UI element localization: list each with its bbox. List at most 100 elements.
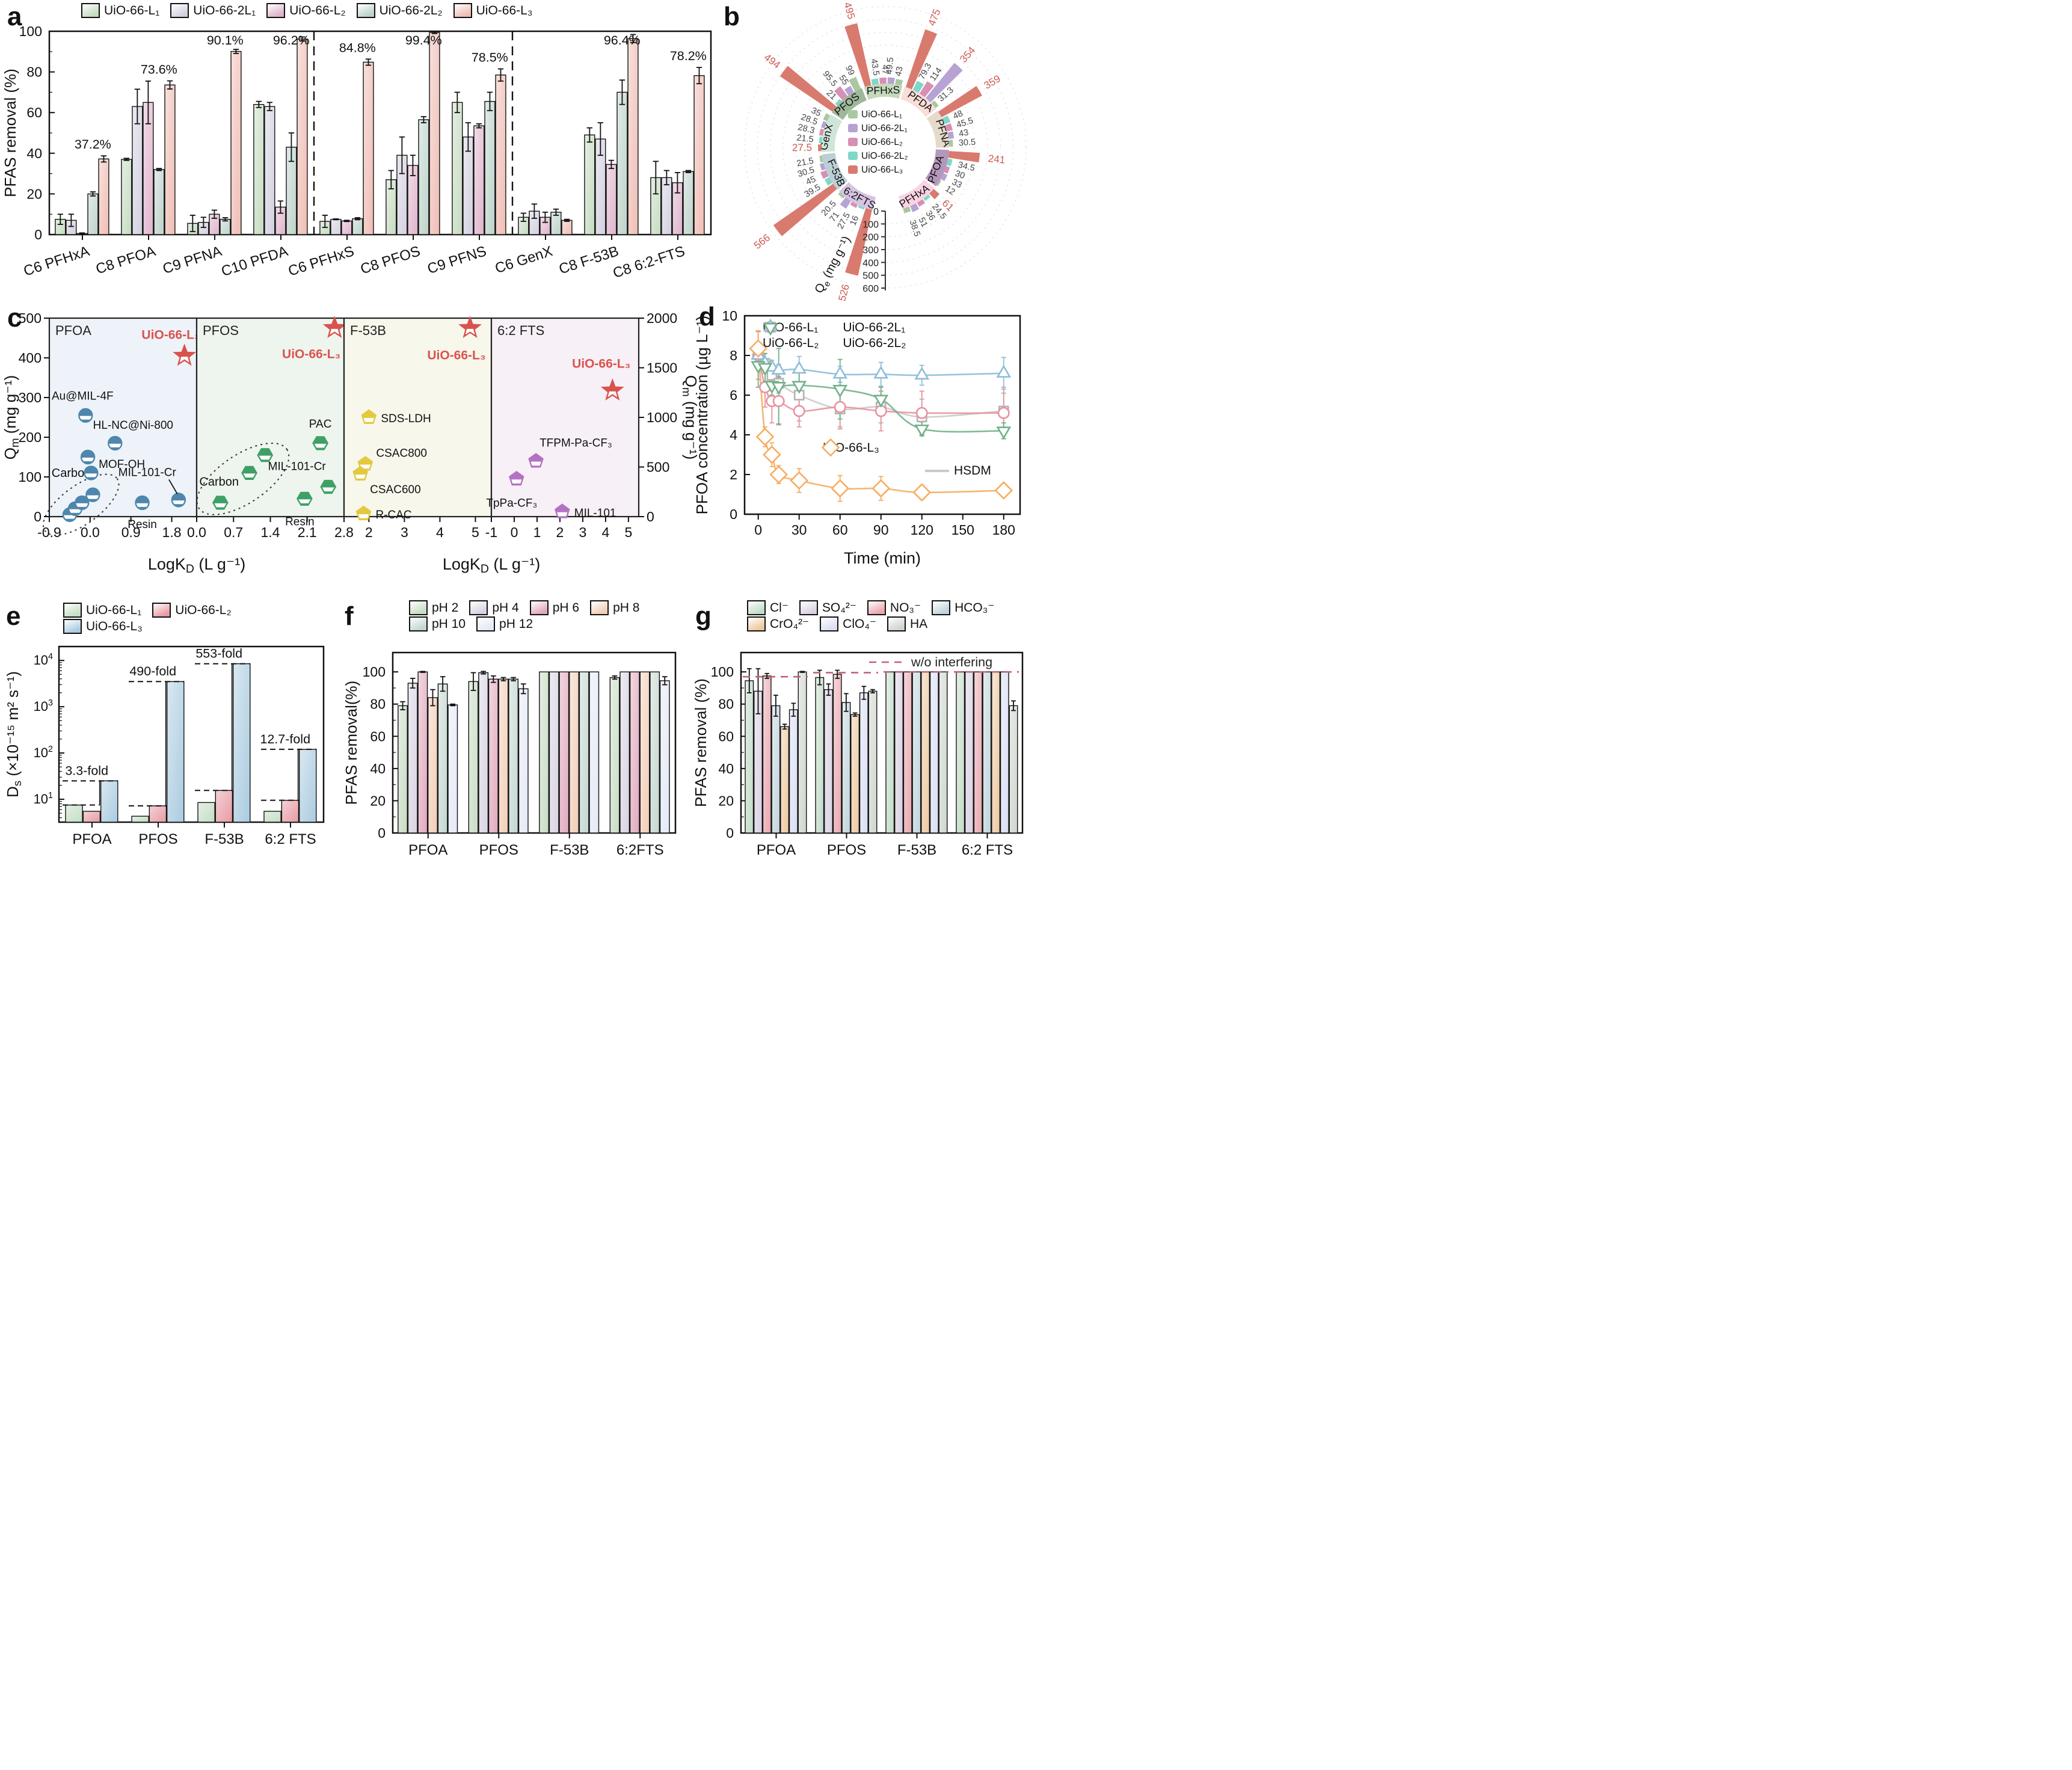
svg-text:500: 500 bbox=[862, 271, 879, 281]
svg-text:100: 100 bbox=[862, 220, 879, 230]
svg-text:0.0: 0.0 bbox=[187, 524, 206, 540]
legend-panel-a: UiO-66-L₁ UiO-66-2L₁ UiO-66-L₂ UiO-66-2L₂ Ui… bbox=[81, 2, 713, 19]
svg-text:494: 494 bbox=[762, 52, 782, 71]
svg-text:475: 475 bbox=[926, 7, 943, 27]
pfoa-kinetics-chart: 0 2 4 6 8 10 0 30 60 90 120 150 180 PFOA concentratio… bbox=[693, 308, 1021, 567]
panel-letter-c: c bbox=[7, 303, 22, 333]
svg-text:F-53B: F-53B bbox=[550, 842, 589, 858]
svg-text:1500: 1500 bbox=[647, 360, 677, 376]
svg-text:495: 495 bbox=[841, 1, 857, 20]
legend-item-ion: CrO₄²⁻ bbox=[747, 616, 809, 631]
svg-text:4: 4 bbox=[730, 427, 737, 443]
legend-item-ph: pH 8 bbox=[590, 600, 639, 615]
svg-text:SDS-LDH: SDS-LDH bbox=[381, 413, 431, 425]
svg-text:80: 80 bbox=[718, 696, 734, 712]
svg-text:UiO-66-L₁: UiO-66-L₁ bbox=[861, 109, 902, 120]
svg-text:1.8: 1.8 bbox=[162, 524, 182, 540]
svg-text:354: 354 bbox=[958, 45, 977, 65]
svg-text:4: 4 bbox=[436, 524, 444, 540]
svg-text:241: 241 bbox=[988, 153, 1006, 166]
svg-text:1.4: 1.4 bbox=[261, 524, 280, 540]
svg-text:0: 0 bbox=[730, 506, 737, 522]
svg-text:30.5: 30.5 bbox=[959, 138, 976, 149]
svg-text:0: 0 bbox=[726, 825, 734, 841]
svg-text:60: 60 bbox=[370, 728, 386, 744]
svg-text:MIL-101-Cr: MIL-101-Cr bbox=[118, 466, 177, 479]
svg-text:Carbon: Carbon bbox=[52, 467, 91, 480]
svg-text:359: 359 bbox=[982, 73, 1003, 91]
svg-text:30: 30 bbox=[954, 169, 967, 182]
svg-text:40: 40 bbox=[370, 761, 386, 776]
svg-text:120: 120 bbox=[911, 522, 933, 538]
svg-text:2.8: 2.8 bbox=[334, 524, 354, 540]
svg-text:-0.9: -0.9 bbox=[37, 524, 61, 540]
svg-text:PFOA: PFOA bbox=[408, 842, 447, 858]
svg-text:2: 2 bbox=[365, 524, 373, 540]
svg-text:0: 0 bbox=[647, 509, 654, 524]
svg-text:490-fold: 490-fold bbox=[129, 664, 176, 678]
svg-text:Qm​ (mg g⁻¹): Qm​ (mg g⁻¹) bbox=[1, 375, 21, 460]
svg-text:0: 0 bbox=[873, 207, 879, 217]
svg-text:F-53B: F-53B bbox=[350, 323, 386, 338]
svg-text:0: 0 bbox=[34, 509, 42, 524]
legend-item-material-swatch bbox=[63, 603, 82, 618]
legend-item-ion: HCO₃⁻ bbox=[932, 600, 994, 615]
svg-text:43.5: 43.5 bbox=[868, 58, 881, 76]
legend-panel-e: UiO-66-L₁ UiO-66-L₂ UiO-66-L₃ bbox=[63, 602, 322, 635]
svg-text:51: 51 bbox=[917, 216, 929, 229]
svg-text:3.3-fold: 3.3-fold bbox=[65, 763, 108, 778]
svg-text:C8 PFOS: C8 PFOS bbox=[358, 243, 422, 277]
legend-item-material: UiO-66-2L₁ bbox=[170, 3, 256, 18]
svg-text:MIL-101-Cr: MIL-101-Cr bbox=[268, 461, 327, 473]
svg-text:84.8%: 84.8% bbox=[339, 40, 376, 55]
legend-item-ion-swatch bbox=[747, 616, 766, 631]
panel-letter-f: f bbox=[345, 601, 354, 631]
svg-text:w/o interfering: w/o interfering bbox=[911, 655, 992, 669]
panel-a-pfas-removal: a UiO-66-L₁ UiO-66-2L₁ UiO-66-L₂ UiO-66-2L₂… bbox=[0, 0, 719, 304]
svg-text:45: 45 bbox=[805, 174, 817, 187]
ion-removal-bar-chart: 0 20 40 60 80 100 PFOA PFOS F-53B 6:2 FTS w/o inte… bbox=[692, 651, 1024, 858]
legend-item-material: UiO-66-L₂ bbox=[763, 318, 819, 351]
legend-item-ion-swatch bbox=[867, 600, 886, 615]
legend-item-ph-swatch bbox=[469, 600, 488, 615]
legend-item-material: UiO-66-L₃ bbox=[453, 3, 532, 18]
svg-text:43: 43 bbox=[894, 66, 905, 77]
svg-text:C10 PFDA: C10 PFDA bbox=[220, 243, 290, 280]
legend-item-material: UiO-66-L₂ bbox=[266, 3, 346, 18]
svg-text:73.6%: 73.6% bbox=[141, 62, 177, 76]
svg-text:28.3: 28.3 bbox=[797, 123, 816, 136]
legend-item-material: UiO-66-L₁ bbox=[63, 603, 141, 618]
svg-text:40: 40 bbox=[718, 761, 734, 776]
legend-item-ion: SO₄²⁻ bbox=[799, 600, 856, 615]
legend-item-ph: pH 6 bbox=[529, 600, 579, 615]
svg-text:0: 0 bbox=[378, 825, 386, 841]
legend-panel-f: pH 2 pH 4 pH 6 pH 8 pH 10 pH 12 bbox=[409, 600, 680, 632]
panel-letter-b: b bbox=[724, 2, 740, 31]
svg-text:180: 180 bbox=[992, 522, 1015, 538]
qe-radial-bar-chart: 6:2FTS5261627.57120.5F-53B56639.54530.52… bbox=[744, 1, 1027, 303]
panel-letter-d: d bbox=[699, 302, 715, 331]
svg-text:C8 PFOA: C8 PFOA bbox=[94, 243, 158, 277]
figure-root: a UiO-66-L₁ UiO-66-2L₁ UiO-66-L₂ UiO-66-2L₂… bbox=[0, 0, 1036, 890]
svg-text:0.0: 0.0 bbox=[81, 524, 100, 540]
svg-text:21.5: 21.5 bbox=[796, 133, 814, 144]
svg-text:300: 300 bbox=[19, 390, 42, 405]
svg-text:Au@MIL-4F: Au@MIL-4F bbox=[52, 390, 114, 403]
svg-text:500: 500 bbox=[647, 459, 669, 475]
legend-item-ion: NO₃⁻ bbox=[867, 600, 921, 615]
svg-text:78.2%: 78.2% bbox=[670, 49, 707, 63]
ph-removal-bar-chart: 0 20 40 60 80 100 PFOA PFOS F-53B 6:2FTS PFAS remo… bbox=[342, 651, 677, 858]
legend-item-ph: pH 2 bbox=[409, 600, 458, 615]
svg-text:0.7: 0.7 bbox=[224, 524, 243, 540]
svg-text:90.1%: 90.1% bbox=[207, 33, 244, 48]
svg-text:10: 10 bbox=[722, 308, 737, 324]
svg-text:553-fold: 553-fold bbox=[195, 647, 242, 661]
svg-text:90: 90 bbox=[873, 522, 889, 538]
legend-item-material-swatch bbox=[266, 3, 286, 18]
svg-text:PFOA: PFOA bbox=[72, 831, 111, 847]
svg-text:20: 20 bbox=[718, 793, 734, 808]
svg-text:78.5%: 78.5% bbox=[472, 51, 508, 65]
svg-text:34.5: 34.5 bbox=[957, 160, 976, 173]
svg-text:C8 F-53B: C8 F-53B bbox=[557, 243, 621, 277]
legend-panel-g: Cl⁻ SO₄²⁻ NO₃⁻ HCO₃⁻ CrO₄²⁻ ClO₄⁻ HA bbox=[747, 600, 1036, 632]
